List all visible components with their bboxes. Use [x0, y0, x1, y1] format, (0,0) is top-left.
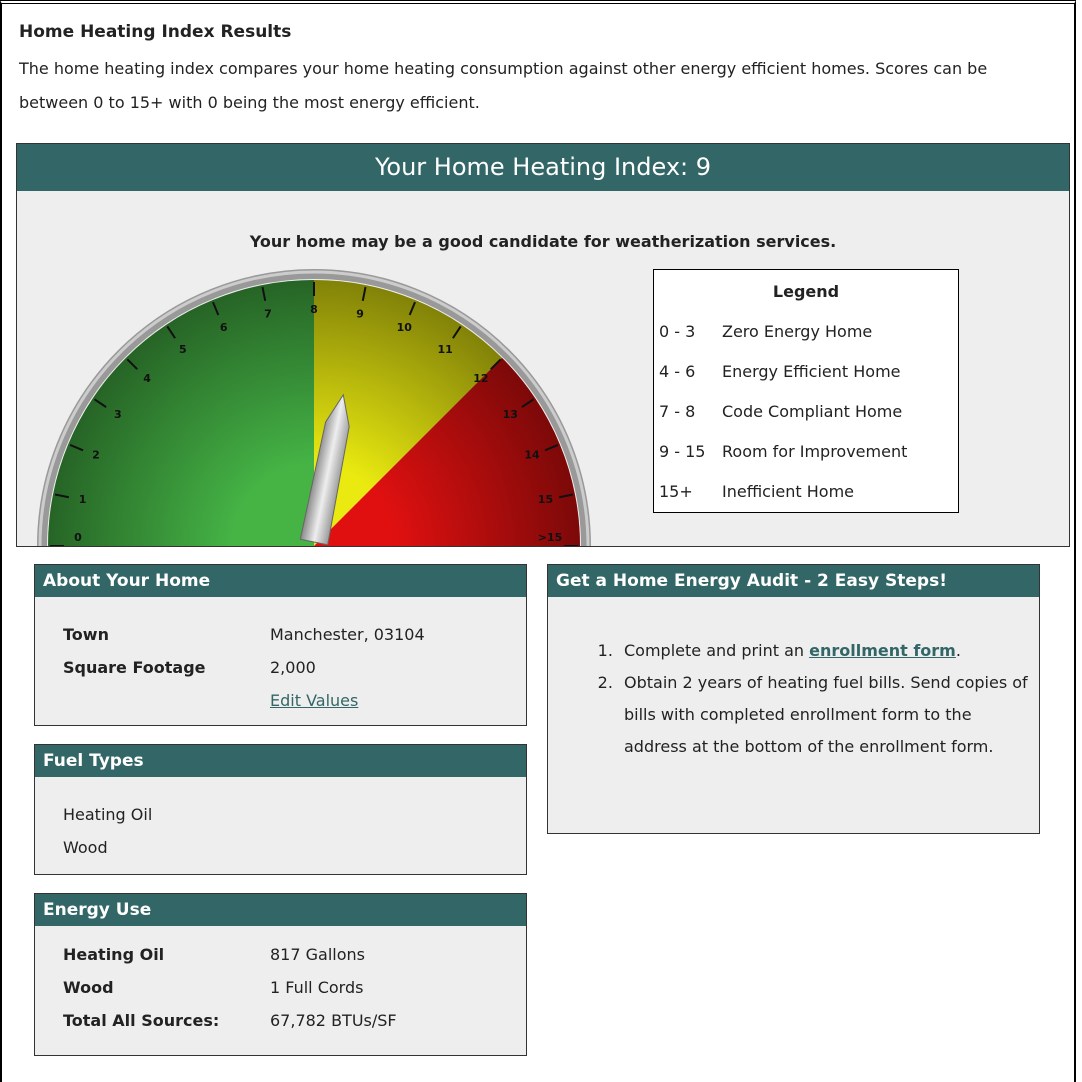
gauge-tick-label: 3 [114, 408, 122, 421]
gauge-tick-label: >15 [538, 531, 563, 544]
gauge-tick-label: 15 [538, 493, 553, 506]
legend-row: 4 - 6 Energy Efficient Home [654, 352, 958, 392]
gauge-tick [126, 358, 138, 370]
header-label: Your Home Heating Index: [374, 153, 689, 181]
value: 67,782 BTUs/SF [270, 1011, 397, 1030]
gauge-tick [544, 444, 559, 452]
legend-range: 15+ [659, 482, 693, 501]
legend-row: 7 - 8 Code Compliant Home [654, 392, 958, 432]
label: Total All Sources: [63, 1011, 220, 1030]
about-box: About Your Home Town Manchester, 03104 Sq… [34, 564, 527, 726]
legend-label: Inefficient Home [722, 482, 855, 501]
energy-row: Wood 1 Full Cords [35, 971, 526, 1004]
fuel-box: Fuel Types Heating Oil Wood [34, 744, 527, 875]
audit-box: Get a Home Energy Audit - 2 Easy Steps! … [547, 564, 1040, 834]
message: Your home may be a good candidate for we… [249, 232, 837, 251]
gauge-rim-light [38, 270, 590, 546]
legend-range: 7 - 8 [659, 402, 696, 421]
gauge-tick [69, 444, 84, 452]
gauge-tick-label: 6 [220, 321, 228, 334]
legend-row: 0 - 3 Zero Energy Home [654, 312, 958, 352]
about-row: Edit Values [35, 684, 526, 717]
energy-row: Total All Sources: 67,782 BTUs/SF [35, 1004, 526, 1037]
gauge-tick-label: 11 [437, 343, 452, 356]
step: Complete and print an enrollment form. [618, 635, 1033, 667]
gauge-tick [261, 286, 267, 301]
legend-range: 9 - 15 [659, 442, 706, 461]
step-text: Complete and print an [624, 641, 810, 660]
legend-title: Legend [772, 282, 840, 301]
energy-box: Energy Use Heating Oil 817 Gallons Wood 1 … [34, 893, 527, 1056]
gauge-tick-label: 0 [74, 531, 82, 544]
header-index: 9 [695, 153, 712, 181]
gauge-needle [299, 393, 350, 546]
step: Obtain 2 years of heating fuel bills. Se… [618, 667, 1033, 763]
gauge-tick-label: 13 [503, 408, 518, 421]
energy-row: Heating Oil 817 Gallons [35, 938, 526, 971]
gauge-tick-label: 7 [264, 308, 272, 321]
gauge-tick-label: 12 [473, 372, 488, 385]
steps: Complete and print an enrollment form. O… [548, 597, 1039, 763]
legend-label: Code Compliant Home [722, 402, 903, 421]
legend: Legend 0 - 3 Zero Energy Home 4 - 6 Energy … [653, 269, 959, 513]
value: 1 Full Cords [270, 978, 364, 997]
gauge-tick [408, 301, 416, 316]
gauge-tick-label: 10 [397, 321, 413, 334]
gauge-tick [361, 286, 367, 301]
label: Town [63, 625, 109, 644]
gauge-tick-label: 8 [310, 303, 318, 316]
gauge-shade [48, 280, 580, 546]
fuel-item: Heating Oil [63, 805, 153, 824]
value: 2,000 [270, 658, 316, 677]
gauge-tick [559, 493, 574, 499]
legend-label: Zero Energy Home [722, 322, 873, 341]
legend-label: Energy Efficient Home [722, 362, 901, 381]
gauge-tick [490, 358, 502, 370]
gauge-tick [452, 325, 462, 339]
gauge-tick [54, 493, 69, 499]
gauge-tick-label: 5 [179, 343, 187, 356]
gauge-tick [521, 398, 535, 408]
label: Wood [63, 978, 114, 997]
energy-title: Energy Use [35, 894, 526, 926]
gauge-tick-label: 2 [92, 449, 100, 462]
audit-title: Get a Home Energy Audit - 2 Easy Steps! [548, 565, 1039, 597]
gauge-tick-label: 4 [143, 372, 151, 385]
legend-row: 9 - 15 Room for Improvement [654, 432, 958, 472]
gauge-tick [212, 301, 220, 316]
fuel-title: Fuel Types [35, 745, 526, 777]
value: Manchester, 03104 [270, 625, 425, 644]
legend-label: Room for Improvement [722, 442, 908, 461]
legend-row: 15+ Inefficient Home [654, 472, 958, 512]
about-title: About Your Home [35, 565, 526, 597]
page-title: Home Heating Index Results [19, 22, 292, 42]
gauge-tick-label: 9 [356, 308, 364, 321]
gauge-tick-label: 1 [79, 493, 87, 506]
fuel-item: Wood [63, 838, 108, 857]
gauge-rim [37, 269, 591, 546]
label: Heating Oil [63, 945, 165, 964]
edit-values-link[interactable]: Edit Values [270, 691, 359, 710]
gauge-tick [93, 398, 107, 408]
label: Square Footage [63, 658, 206, 677]
legend-range: 4 - 6 [659, 362, 696, 381]
enrollment-link[interactable]: enrollment form [809, 641, 956, 660]
gauge-tick [166, 325, 176, 339]
legend-range: 0 - 3 [659, 322, 696, 341]
about-row: Square Footage 2,000 [35, 651, 526, 684]
gauge-tick-label: 14 [524, 449, 540, 462]
index-panel: Your Home Heating Index: 9 Your home may… [16, 143, 1070, 547]
about-row: Town Manchester, 03104 [35, 618, 526, 651]
intro-text: The home heating index compares your hom… [19, 59, 988, 112]
step-end: . [955, 641, 961, 660]
value: 817 Gallons [270, 945, 365, 964]
panel-header: Your Home Heating Index: 9 [17, 144, 1069, 191]
